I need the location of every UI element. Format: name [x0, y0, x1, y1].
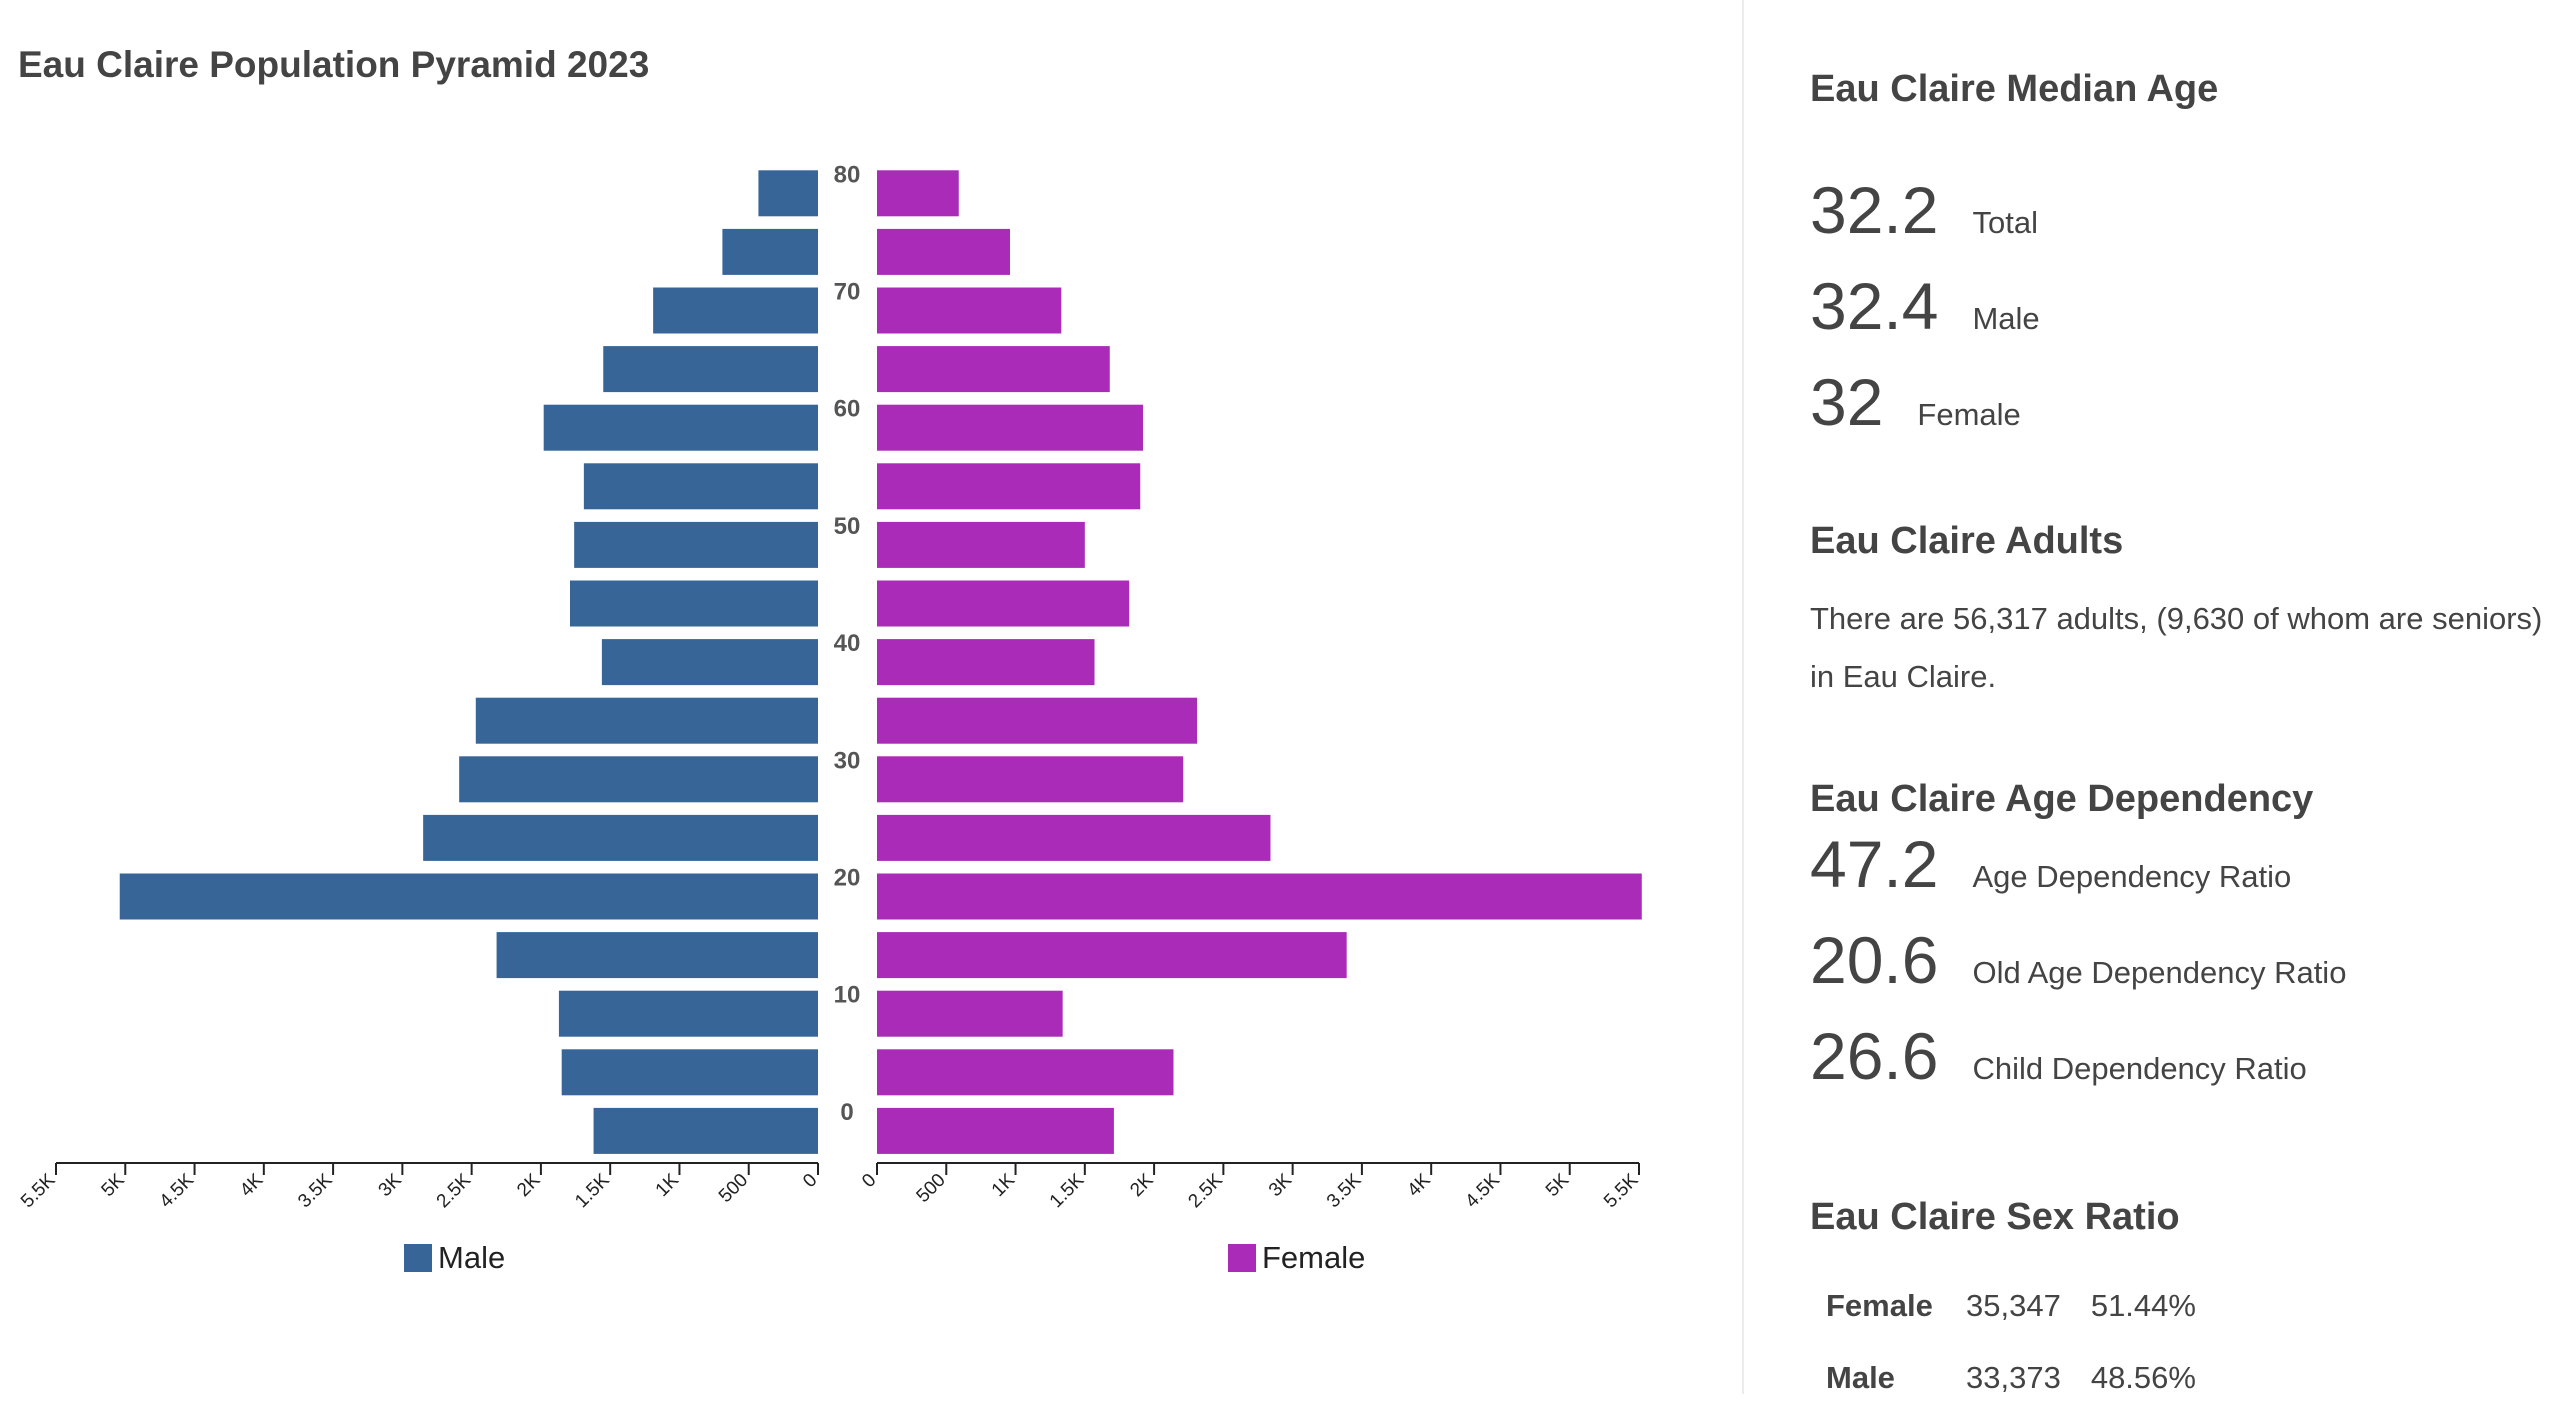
bar-male-70-74	[653, 287, 818, 334]
median-age-female-row: 32 Female	[1810, 364, 2021, 440]
bar-male-40-44	[601, 639, 818, 686]
bar-male-5-9	[561, 1049, 818, 1096]
legend-female-swatch	[1228, 1244, 1256, 1272]
child-dependency-label: Child Dependency Ratio	[1972, 1051, 2307, 1086]
male-axis-tick-label: 500	[715, 1170, 752, 1207]
bar-female-50-54	[877, 521, 1085, 568]
bar-female-70-74	[877, 287, 1062, 334]
median-age-total-row: 32.2 Total	[1810, 172, 2038, 248]
bar-female-40-44	[877, 639, 1095, 686]
female-axis-tick-label: 5.5K	[1600, 1169, 1643, 1212]
panel-divider	[1742, 0, 1744, 1394]
sex-ratio-row-male: Male 33,373 48.56%	[1810, 1342, 2226, 1414]
female-axis-tick-label: 500	[913, 1170, 950, 1207]
legend-female[interactable]: Female	[1228, 1240, 1365, 1276]
dependency-heading: Eau Claire Age Dependency	[1810, 778, 2314, 820]
bar-female-35-39	[877, 697, 1198, 744]
female-axis-tick-label: 2.5K	[1184, 1169, 1227, 1212]
old-age-dependency-label: Old Age Dependency Ratio	[1972, 955, 2347, 990]
bar-male-25-29	[423, 814, 818, 861]
bar-male-10-14	[558, 990, 818, 1037]
adults-heading: Eau Claire Adults	[1810, 520, 2124, 562]
child-dependency-value: 26.6	[1810, 1019, 1939, 1093]
bar-male-60-64	[543, 404, 818, 451]
bar-male-20-24	[119, 873, 819, 920]
bar-female-10-14	[877, 990, 1063, 1037]
sex-ratio-percent: 48.56%	[2090, 1360, 2196, 1395]
female-axis-tick-label: 4.5K	[1461, 1169, 1504, 1212]
age-tick-label: 10	[834, 982, 861, 1009]
age-tick-label: 20	[834, 865, 861, 892]
sex-ratio-heading: Eau Claire Sex Ratio	[1810, 1196, 2180, 1238]
bar-female-80+	[877, 170, 959, 217]
age-tick-label: 60	[834, 396, 861, 423]
age-dependency-value: 47.2	[1810, 827, 1939, 901]
male-axis-tick-label: 4.5K	[156, 1169, 199, 1212]
bar-female-25-29	[877, 814, 1271, 861]
age-tick-label: 80	[834, 161, 861, 188]
legend-male-label: Male	[438, 1240, 506, 1275]
bar-female-0-4	[877, 1107, 1114, 1154]
sex-ratio-count: 33,373	[1966, 1360, 2061, 1395]
bar-female-60-64	[877, 404, 1144, 451]
child-dependency-row: 26.6 Child Dependency Ratio	[1810, 1018, 2307, 1094]
median-age-male-label: Male	[1972, 301, 2040, 336]
median-age-total-value: 32.2	[1810, 173, 1939, 247]
old-age-dependency-row: 20.6 Old Age Dependency Ratio	[1810, 922, 2346, 998]
bar-female-65-69	[877, 346, 1110, 393]
legend-male-swatch	[404, 1244, 432, 1272]
age-dependency-label: Age Dependency Ratio	[1972, 859, 2292, 894]
male-axis-tick-label: 1.5K	[571, 1169, 614, 1212]
sex-ratio-row-female: Female 35,347 51.44%	[1810, 1270, 2226, 1342]
bar-female-20-24	[877, 873, 1642, 920]
legend-female-label: Female	[1262, 1240, 1366, 1275]
bar-female-75-79	[877, 228, 1011, 275]
bar-female-15-19	[877, 932, 1347, 979]
bar-male-15-19	[496, 932, 818, 979]
median-age-total-label: Total	[1972, 205, 2038, 240]
bar-male-45-49	[570, 580, 818, 627]
median-age-female-value: 32	[1810, 365, 1884, 439]
age-tick-label: 30	[834, 747, 861, 774]
legend-male[interactable]: Male	[404, 1240, 505, 1276]
median-age-male-value: 32.4	[1810, 269, 1939, 343]
sex-ratio-count: 35,347	[1966, 1288, 2061, 1323]
median-age-heading: Eau Claire Median Age	[1810, 68, 2219, 110]
bar-male-55-59	[583, 463, 818, 510]
bar-male-80+	[758, 170, 818, 217]
median-age-male-row: 32.4 Male	[1810, 268, 2040, 344]
age-tick-label: 70	[834, 279, 861, 306]
bar-female-30-34	[877, 756, 1184, 803]
sex-ratio-sex: Female	[1826, 1288, 1933, 1323]
bar-male-65-69	[603, 346, 818, 393]
sex-ratio-percent: 51.44%	[2090, 1288, 2196, 1323]
bar-male-0-4	[593, 1107, 818, 1154]
median-age-female-label: Female	[1917, 397, 2021, 432]
age-tick-label: 40	[834, 630, 861, 657]
age-tick-label: 50	[834, 513, 861, 540]
bar-female-45-49	[877, 580, 1130, 627]
bar-female-55-59	[877, 463, 1141, 510]
age-dependency-row: 47.2 Age Dependency Ratio	[1810, 826, 2291, 902]
sex-ratio-sex: Male	[1826, 1360, 1895, 1395]
adults-text: There are 56,317 adults, (9,630 of whom …	[1810, 601, 2543, 694]
female-axis-tick-label: 3.5K	[1323, 1169, 1366, 1212]
bar-male-30-34	[459, 756, 818, 803]
bar-male-75-79	[722, 228, 818, 275]
male-axis-tick-label: 3.5K	[294, 1169, 337, 1212]
bar-male-50-54	[574, 521, 818, 568]
male-axis-tick-label: 5.5K	[17, 1169, 60, 1212]
male-axis-tick-label: 2.5K	[433, 1169, 476, 1212]
bar-male-35-39	[475, 697, 818, 744]
bar-female-5-9	[877, 1049, 1174, 1096]
sex-ratio-table: Female 35,347 51.44% Male 33,373 48.56%	[1810, 1270, 2226, 1414]
female-axis-tick-label: 1.5K	[1046, 1169, 1089, 1212]
old-age-dependency-value: 20.6	[1810, 923, 1939, 997]
chart-title: Eau Claire Population Pyramid 2023	[18, 44, 650, 85]
age-tick-label: 0	[840, 1099, 853, 1126]
